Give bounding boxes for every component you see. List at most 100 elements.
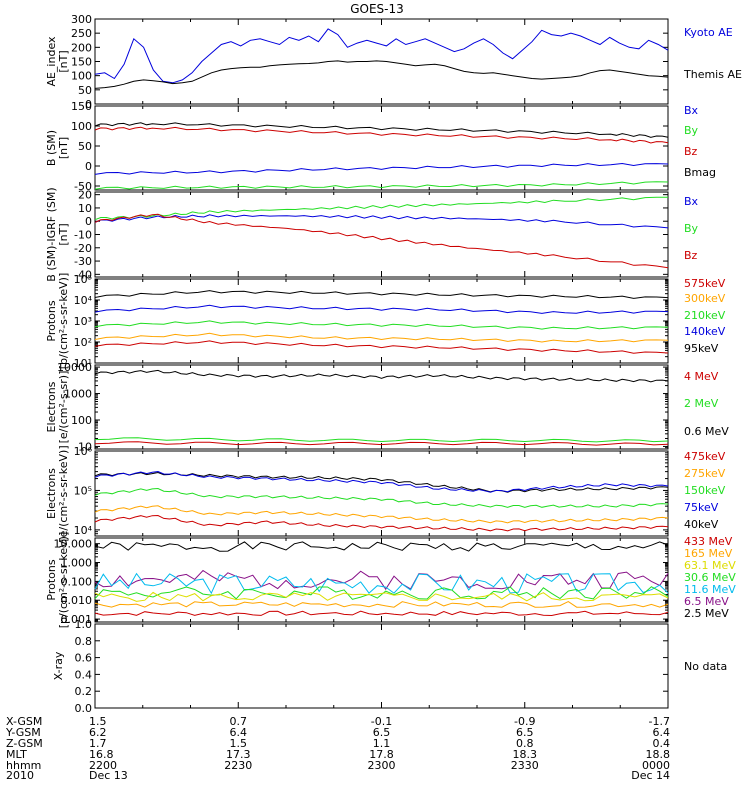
series-themis-ae	[94, 60, 669, 89]
y-tick-label: 0	[85, 215, 92, 228]
y-axis-label: [nT]	[57, 50, 70, 72]
legend-4-mev: 4 MeV	[684, 370, 719, 383]
panel-frame	[94, 191, 669, 278]
orbit-value: 0000	[642, 759, 670, 772]
y-tick-label: 10²	[74, 336, 92, 349]
y-tick-label: 1.0	[75, 618, 93, 631]
orbit-value: 1.7	[89, 737, 107, 750]
orbit-value: Dec 13	[89, 769, 128, 782]
y-tick-label: 150	[71, 100, 92, 113]
series-bmag	[94, 122, 669, 138]
orbit-row-label: MLT	[6, 748, 27, 761]
orbit-value: 2230	[224, 759, 252, 772]
y-tick-label: 10⁴	[74, 294, 93, 307]
legend-bmag: Bmag	[684, 166, 716, 179]
orbit-value: 6.5	[516, 726, 534, 739]
orbit-row-label: Z-GSM	[6, 737, 43, 750]
figure-title: GOES-13	[350, 2, 404, 16]
y-tick-label: 0.6	[75, 652, 93, 665]
series-140kev	[94, 304, 669, 314]
series-40kev	[94, 471, 669, 493]
y-axis-label: B (SM)	[45, 130, 58, 166]
y-tick-label: 10	[78, 202, 92, 215]
y-axis-label: X-ray	[52, 651, 65, 680]
series-bx	[94, 162, 669, 175]
y-axis-label: Protons	[45, 559, 58, 600]
legend-140kev: 140keV	[684, 325, 726, 338]
panel-protons1: 10¹ 10² 10³ 10⁴ 10⁵ Protons [p/(cm²-s-sr-keV)]…	[45, 273, 726, 370]
y-tick-label: 0.100	[61, 575, 93, 588]
orbit-value: 2330	[511, 759, 539, 772]
y-tick-label: 20	[78, 189, 92, 202]
orbit-value: Dec 14	[631, 769, 670, 782]
orbit-value: 0.8	[516, 737, 534, 750]
legend-300kev: 300keV	[684, 292, 726, 305]
y-tick-label: 100	[71, 70, 92, 83]
series-bx	[94, 214, 669, 229]
orbit-value: 0.4	[653, 737, 671, 750]
y-axis-label: [e/(cm²-s-sr)]	[57, 371, 70, 444]
y-tick-label: 10.000	[54, 538, 93, 551]
series-2-mev	[94, 437, 669, 443]
series-150kev	[94, 487, 669, 508]
orbit-value: 6.4	[230, 726, 248, 739]
y-tick-label: 10⁶	[74, 445, 93, 458]
legend-6-5-mev: 6.5 MeV	[684, 595, 729, 608]
orbit-value: 6.4	[653, 726, 671, 739]
series-75kev	[94, 470, 669, 493]
legend-by: By	[684, 222, 699, 235]
legend-2-5-mev: 2.5 MeV	[684, 607, 729, 620]
y-tick-label: 0.010	[61, 594, 93, 607]
y-tick-label: -20	[74, 242, 92, 255]
y-axis-label: [nT]	[57, 223, 70, 245]
series-30-6-mev	[94, 586, 669, 600]
legend-bx: Bx	[684, 195, 699, 208]
y-tick-label: 1000	[64, 388, 92, 401]
orbit-value: 1.5	[230, 737, 248, 750]
series-2-5-mev	[94, 541, 669, 552]
y-tick-label: 0.8	[75, 635, 93, 648]
panel-frame	[94, 364, 669, 450]
panel-frame	[94, 623, 669, 709]
y-tick-label: 0	[85, 160, 92, 173]
legend-bz: Bz	[684, 249, 698, 262]
orbit-value: 17.8	[369, 748, 394, 761]
orbit-value: 6.2	[89, 726, 107, 739]
panel-xray: 0.0 0.2 0.4 0.6 0.8 1.0 X-ray No data	[52, 618, 727, 715]
y-axis-label: [nT]	[57, 137, 70, 159]
series-kyoto-ae	[94, 28, 669, 84]
y-axis-label: [p/(cm²-s-sr-keV)]	[57, 532, 70, 629]
panel-electrons2: 10⁴ 10⁵ 10⁶ Electrons [e/(cm²-s-sr-keV)] 475k…	[45, 445, 726, 542]
y-tick-label: 10³	[74, 315, 92, 328]
y-axis-label: Electrons	[45, 381, 58, 432]
y-tick-label: 200	[71, 41, 92, 54]
orbit-value: 2200	[89, 759, 117, 772]
legend-11-6-mev: 11.6 MeV	[684, 583, 736, 596]
y-tick-label: 50	[78, 84, 92, 97]
series-300kev	[94, 332, 669, 343]
legend-75kev: 75keV	[684, 501, 719, 514]
series-bz	[94, 213, 669, 269]
series-4-mev	[94, 441, 669, 446]
legend-150kev: 150keV	[684, 484, 726, 497]
orbit-row-label: X-GSM	[6, 715, 42, 728]
series-63-1-mev	[94, 591, 669, 602]
legend-475kev: 475keV	[684, 450, 726, 463]
series-210kev	[94, 320, 669, 330]
orbit-value: 1.1	[373, 737, 391, 750]
orbit-row-label: 2010	[6, 769, 34, 782]
orbit-value: 17.3	[226, 748, 251, 761]
y-tick-label: 0.4	[75, 668, 93, 681]
legend-0-6-mev: 0.6 MeV	[684, 425, 729, 438]
panel-bsm: -50 0 50 100 150 B (SM) [nT] Bx By Bz Bmag	[45, 100, 716, 193]
y-axis-label: B (SM)-IGRF (SM)	[45, 187, 58, 281]
legend-95kev: 95keV	[684, 342, 719, 355]
series-575kev	[94, 340, 669, 354]
panel-protons2: 0.001 0.010 0.100 1.000 10.000 Protons [p/(cm²…	[45, 532, 736, 629]
orbit-row-label: hhmm	[6, 759, 41, 772]
y-tick-label: 10	[78, 440, 92, 453]
series-0-6-mev	[94, 369, 669, 383]
y-tick-label: -30	[74, 255, 92, 268]
